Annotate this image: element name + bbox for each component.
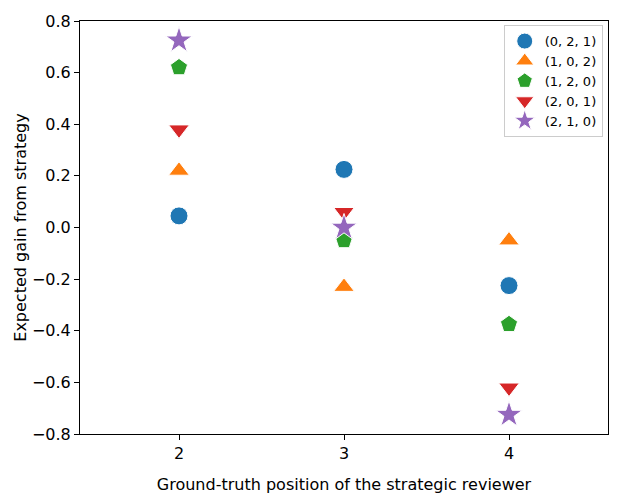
svg-text:0.4: 0.4 — [45, 115, 70, 134]
svg-text:(1, 2, 0): (1, 2, 0) — [545, 74, 597, 89]
svg-text:2: 2 — [174, 444, 184, 463]
svg-text:0.8: 0.8 — [45, 12, 70, 31]
svg-text:−0.2: −0.2 — [32, 270, 71, 289]
svg-text:(0, 2, 1): (0, 2, 1) — [545, 34, 597, 49]
svg-text:Expected gain from strategy: Expected gain from strategy — [11, 113, 30, 341]
svg-text:−0.8: −0.8 — [32, 425, 71, 444]
svg-text:Ground-truth position of the s: Ground-truth position of the strategic r… — [157, 475, 532, 494]
svg-text:0.2: 0.2 — [45, 166, 70, 185]
svg-text:(2, 1, 0): (2, 1, 0) — [545, 114, 597, 129]
svg-text:−0.6: −0.6 — [32, 373, 71, 392]
svg-text:3: 3 — [339, 444, 349, 463]
svg-text:−0.4: −0.4 — [32, 321, 71, 340]
svg-text:0.0: 0.0 — [45, 218, 70, 237]
svg-text:(2, 0, 1): (2, 0, 1) — [545, 94, 597, 109]
svg-text:(1, 0, 2): (1, 0, 2) — [545, 54, 597, 69]
svg-text:0.6: 0.6 — [45, 63, 70, 82]
svg-text:4: 4 — [504, 444, 514, 463]
